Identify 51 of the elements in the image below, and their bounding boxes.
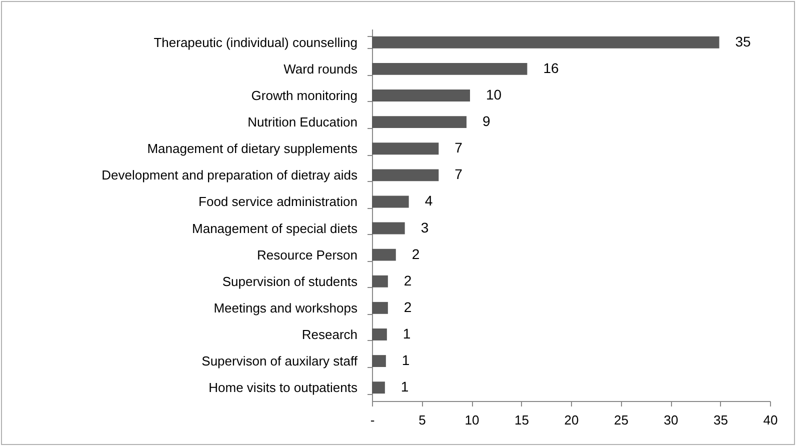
x-tick-label: 15: [514, 412, 529, 428]
y-tick-label: Meetings and workshops: [214, 300, 358, 316]
bar: [372, 62, 528, 75]
x-tick-label: 5: [418, 412, 426, 428]
x-tick-label: 30: [664, 412, 678, 428]
data-label: 9: [482, 113, 491, 130]
data-label: 7: [454, 166, 463, 182]
y-tick-label: Management of special diets: [192, 220, 358, 236]
y-tick-label: Research: [302, 326, 358, 342]
bar: [372, 196, 409, 208]
bar: [372, 222, 405, 234]
y-tick-label: Food service administration: [198, 194, 358, 210]
bar: [372, 142, 439, 155]
y-tick-label: Supervision of students: [222, 274, 358, 289]
data-label: 1: [400, 378, 409, 395]
data-label: 4: [424, 192, 433, 209]
data-label: 2: [404, 298, 412, 315]
data-label: 1: [402, 325, 411, 342]
bar: [372, 328, 387, 340]
data-label: 10: [486, 86, 502, 103]
data-label: 35: [735, 33, 752, 50]
y-tick-label: Development and preparation of dietray aids: [102, 168, 358, 183]
y-tick-label: Home visits to outpatients: [208, 380, 358, 396]
data-label: 16: [543, 60, 560, 76]
x-tick-label: -: [370, 412, 375, 428]
y-tick-label: Management of dietary supplements: [147, 141, 358, 156]
bar: [372, 169, 439, 182]
y-tick-label: Nutrition Education: [248, 114, 358, 130]
bar: [372, 90, 470, 102]
bar: [372, 275, 388, 288]
y-tick-label: Growth monitoring: [251, 88, 358, 104]
bar: [372, 355, 386, 368]
x-tick-label: 20: [564, 412, 579, 428]
bar: [372, 36, 720, 48]
data-label: 3: [420, 219, 429, 236]
x-tick-label: 25: [614, 412, 628, 428]
x-tick-label: 10: [464, 412, 480, 428]
bar: [372, 382, 385, 394]
y-tick-label: Resource Person: [257, 247, 358, 262]
y-tick-label: Therapeutic (individual) counselling: [154, 34, 358, 50]
data-label: 2: [404, 272, 412, 288]
y-tick-label: Ward rounds: [284, 61, 358, 76]
bar: [372, 116, 467, 128]
bar: [372, 302, 388, 314]
y-tick-label: Supervison of auxilary staff: [202, 354, 358, 369]
bar: [372, 248, 396, 261]
x-tick-label: 35: [714, 412, 728, 428]
data-label: 1: [402, 352, 410, 368]
data-label: 7: [454, 140, 463, 156]
data-label: 2: [412, 246, 420, 262]
x-tick-label: 40: [763, 412, 778, 428]
